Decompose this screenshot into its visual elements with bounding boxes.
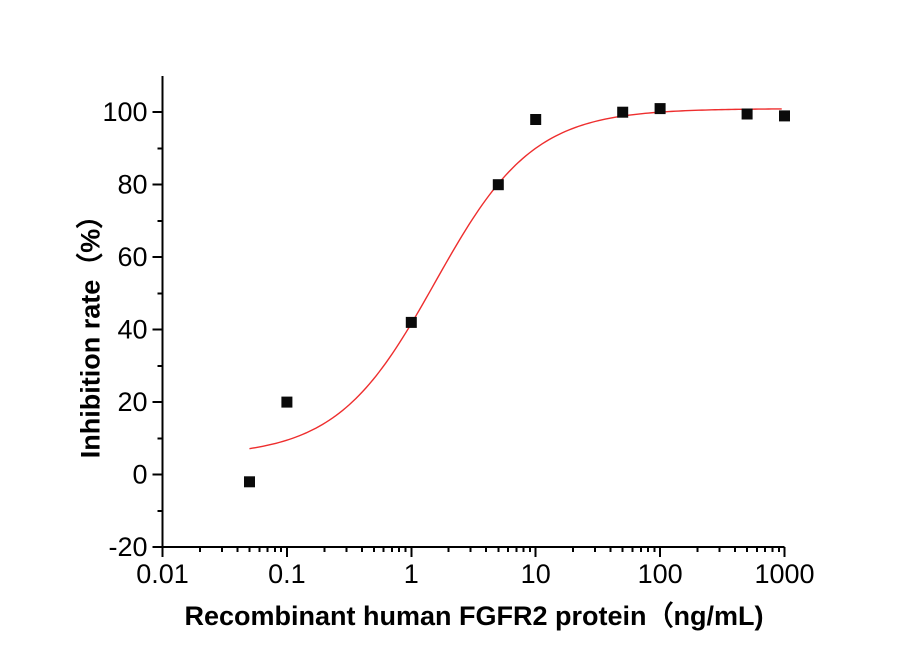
- data-point: [281, 396, 293, 408]
- data-point: [530, 114, 542, 125]
- x-tick-label: 0.1: [268, 559, 306, 589]
- data-point: [654, 103, 666, 115]
- x-tick-label: 0.01: [136, 559, 189, 589]
- x-tick-label: 1000: [754, 559, 814, 589]
- y-tick-label: 20: [117, 387, 147, 417]
- data-point: [617, 106, 629, 118]
- y-tick-label: -20: [108, 532, 147, 562]
- y-tick-label: 40: [117, 315, 147, 345]
- x-tick-label: 1: [404, 559, 419, 589]
- y-tick-label: 80: [117, 170, 147, 200]
- y-tick-label: 100: [102, 97, 147, 127]
- data-point: [492, 179, 504, 191]
- x-tick-label: 100: [638, 559, 683, 589]
- data-point: [244, 476, 255, 488]
- y-tick-label: 0: [132, 460, 147, 490]
- x-tick-label: 10: [521, 559, 551, 589]
- y-axis-title: Inhibition rate（%）: [75, 201, 106, 459]
- data-point: [405, 316, 417, 328]
- x-axis-title: Recombinant human FGFR2 protein（ng/mL): [184, 601, 764, 631]
- y-tick-label: 60: [117, 242, 147, 272]
- data-point: [779, 110, 790, 122]
- fit-curve: [249, 108, 782, 450]
- data-point: [741, 108, 753, 120]
